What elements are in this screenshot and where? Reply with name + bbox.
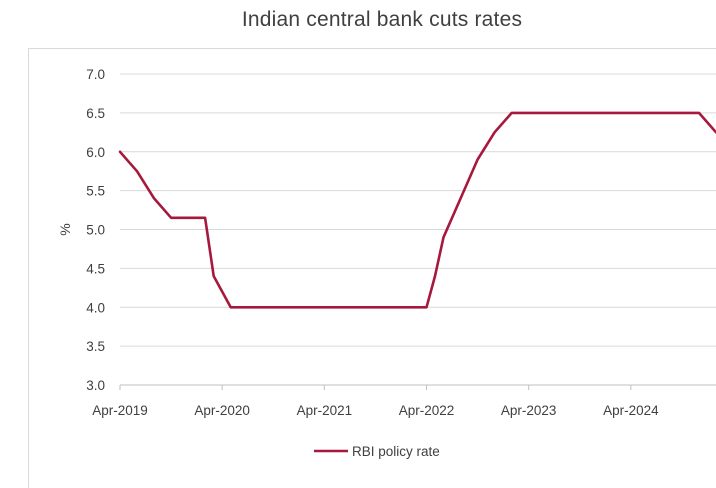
x-tick-label: Apr-2022 — [399, 403, 455, 418]
y-tick-label: 5.5 — [86, 184, 105, 199]
x-tick-label: Apr-2019 — [92, 403, 148, 418]
line-chart: 3.0 3.5 4.0 4.5 5.0 5.5 6.0 6.5 7.0 Apr-2019 Apr-2… — [57, 67, 716, 459]
y-tick-label: 6.5 — [86, 106, 105, 121]
chart-frame — [28, 48, 716, 488]
y-tick-label: 3.0 — [86, 378, 105, 393]
y-tick-label: 5.0 — [86, 223, 105, 238]
y-tick-label: 3.5 — [86, 339, 105, 354]
y-axis-label: % — [57, 223, 73, 235]
x-tick-label: Apr-2023 — [501, 403, 557, 418]
series-line-rbi-policy-rate — [118, 111, 716, 309]
x-tick-label: Apr-2024 — [603, 403, 659, 418]
chart-title: Indian central bank cuts rates — [241, 8, 523, 31]
x-tick-label: Apr-2020 — [194, 403, 250, 418]
y-tick-label: 6.0 — [86, 145, 105, 160]
y-tick-label: 7.0 — [86, 67, 105, 82]
x-tick-label: Apr-2021 — [297, 403, 353, 418]
y-tick-label: 4.5 — [86, 261, 105, 276]
y-tick-label: 4.0 — [86, 300, 105, 315]
legend-label: RBI policy rate — [352, 444, 440, 459]
